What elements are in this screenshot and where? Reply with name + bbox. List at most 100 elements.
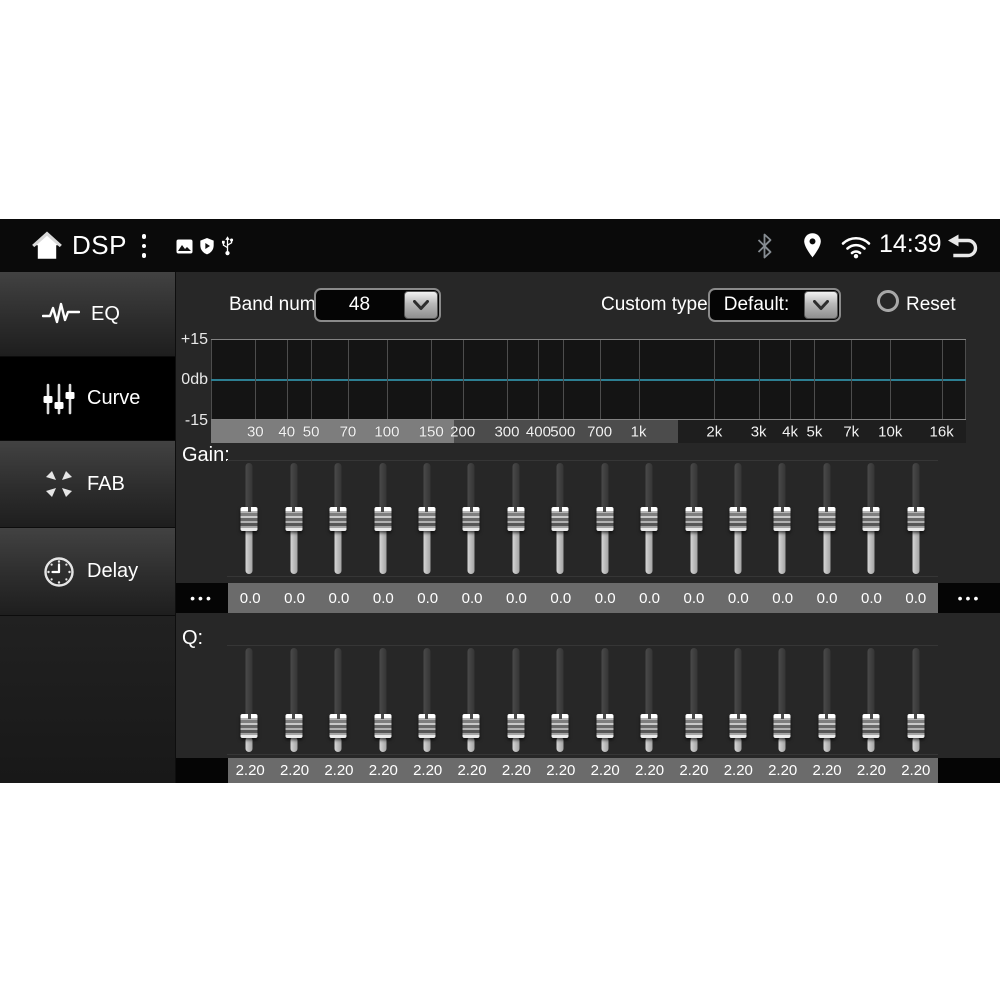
slider-progress [290,736,298,752]
gain-band-slider[interactable] [894,461,938,576]
gain-band-slider[interactable] [849,461,893,576]
q-band-slider[interactable] [760,646,804,754]
slider-thumb[interactable] [640,713,658,738]
slider-thumb[interactable] [773,713,791,738]
sidebar-item-delay[interactable]: Delay [0,528,175,616]
slider-thumb[interactable] [818,506,836,531]
gain-band-slider[interactable] [583,461,627,576]
slider-thumb[interactable] [374,506,392,531]
slider-thumb[interactable] [685,506,703,531]
q-band-slider[interactable] [716,646,760,754]
q-sliders [227,645,938,755]
gridline [890,340,892,419]
slider-thumb[interactable] [551,506,569,531]
sidebar-item-label: Curve [87,387,141,409]
q-band-slider[interactable] [316,646,360,754]
slider-thumb[interactable] [374,713,392,738]
slider-thumb[interactable] [685,713,703,738]
slider-thumb[interactable] [329,506,347,531]
slider-thumb[interactable] [418,506,436,531]
gain-band-value: 0.0 [727,589,749,607]
slider-thumb[interactable] [729,506,747,531]
slider-progress [912,736,920,752]
slider-thumb[interactable] [240,713,258,738]
sidebar-item-fab[interactable]: FAB [0,441,175,528]
slider-thumb[interactable] [773,506,791,531]
gain-band-slider[interactable] [271,461,315,576]
reset-radio-button[interactable] [877,290,899,312]
freq-tick-label: 400 [525,423,551,440]
slider-thumb[interactable] [418,713,436,738]
gain-band-slider[interactable] [805,461,849,576]
gain-band-slider[interactable] [538,461,582,576]
gain-band-slider[interactable] [227,461,271,576]
gridline [255,340,257,419]
slider-thumb[interactable] [507,506,525,531]
slider-thumb[interactable] [862,713,880,738]
slider-progress [423,736,431,752]
freq-tick-label: 300 [494,423,520,440]
slider-thumb[interactable] [729,713,747,738]
slider-thumb[interactable] [285,506,303,531]
q-band-slider[interactable] [583,646,627,754]
gain-band-slider[interactable] [405,461,449,576]
custom-type-select[interactable]: Default: [708,288,841,322]
gridline [638,340,640,419]
slider-thumb[interactable] [285,713,303,738]
q-band-slider[interactable] [271,646,315,754]
q-band-value: 2.20 [546,762,576,779]
gain-band-slider[interactable] [716,461,760,576]
q-band-slider[interactable] [671,646,715,754]
freq-axis-segment-1 [211,420,454,443]
freq-tick-label: 5k [806,423,823,440]
slider-thumb[interactable] [596,713,614,738]
sidebar-item-eq[interactable]: EQ [0,272,175,357]
q-band-slider[interactable] [538,646,582,754]
chevron-down-icon[interactable] [404,291,438,319]
slider-thumb[interactable] [907,713,925,738]
band-num-label: Band num: [229,294,321,315]
slider-progress [778,525,786,574]
gain-band-slider[interactable] [671,461,715,576]
slider-thumb[interactable] [507,713,525,738]
slider-thumb[interactable] [240,506,258,531]
freq-tick-label: 4k [782,423,798,440]
q-band-slider[interactable] [360,646,404,754]
slider-thumb[interactable] [329,713,347,738]
q-band-slider[interactable] [405,646,449,754]
q-band-slider[interactable] [894,646,938,754]
slider-thumb[interactable] [862,506,880,531]
q-band-slider[interactable] [494,646,538,754]
sidebar-item-curve[interactable]: Curve [0,357,175,441]
q-band-slider[interactable] [805,646,849,754]
chevron-down-icon[interactable] [804,291,838,319]
q-band-slider[interactable] [449,646,493,754]
gain-band-slider[interactable] [360,461,404,576]
kebab-menu-icon[interactable] [136,232,152,260]
slider-thumb[interactable] [462,506,480,531]
band-num-select[interactable]: 48 [314,288,441,322]
home-button[interactable] [30,229,64,263]
gain-band-slider[interactable] [760,461,804,576]
gain-band-slider[interactable] [449,461,493,576]
slider-thumb[interactable] [907,506,925,531]
gain-page-left-button[interactable]: ••• [176,583,228,613]
slider-progress [690,525,698,574]
gain-page-right-button[interactable]: ••• [938,583,1000,613]
slider-thumb[interactable] [596,506,614,531]
eq-plot [211,339,966,420]
q-page-right-box[interactable] [938,758,1000,783]
q-band-slider[interactable] [227,646,271,754]
gridline [431,340,433,419]
gain-band-slider[interactable] [627,461,671,576]
gain-band-slider[interactable] [494,461,538,576]
slider-thumb[interactable] [640,506,658,531]
slider-thumb[interactable] [818,713,836,738]
q-page-left-box[interactable] [176,758,228,783]
gain-band-slider[interactable] [316,461,360,576]
slider-thumb[interactable] [462,713,480,738]
back-arrow-icon[interactable] [946,234,980,259]
slider-thumb[interactable] [551,713,569,738]
q-band-slider[interactable] [849,646,893,754]
q-band-slider[interactable] [627,646,671,754]
